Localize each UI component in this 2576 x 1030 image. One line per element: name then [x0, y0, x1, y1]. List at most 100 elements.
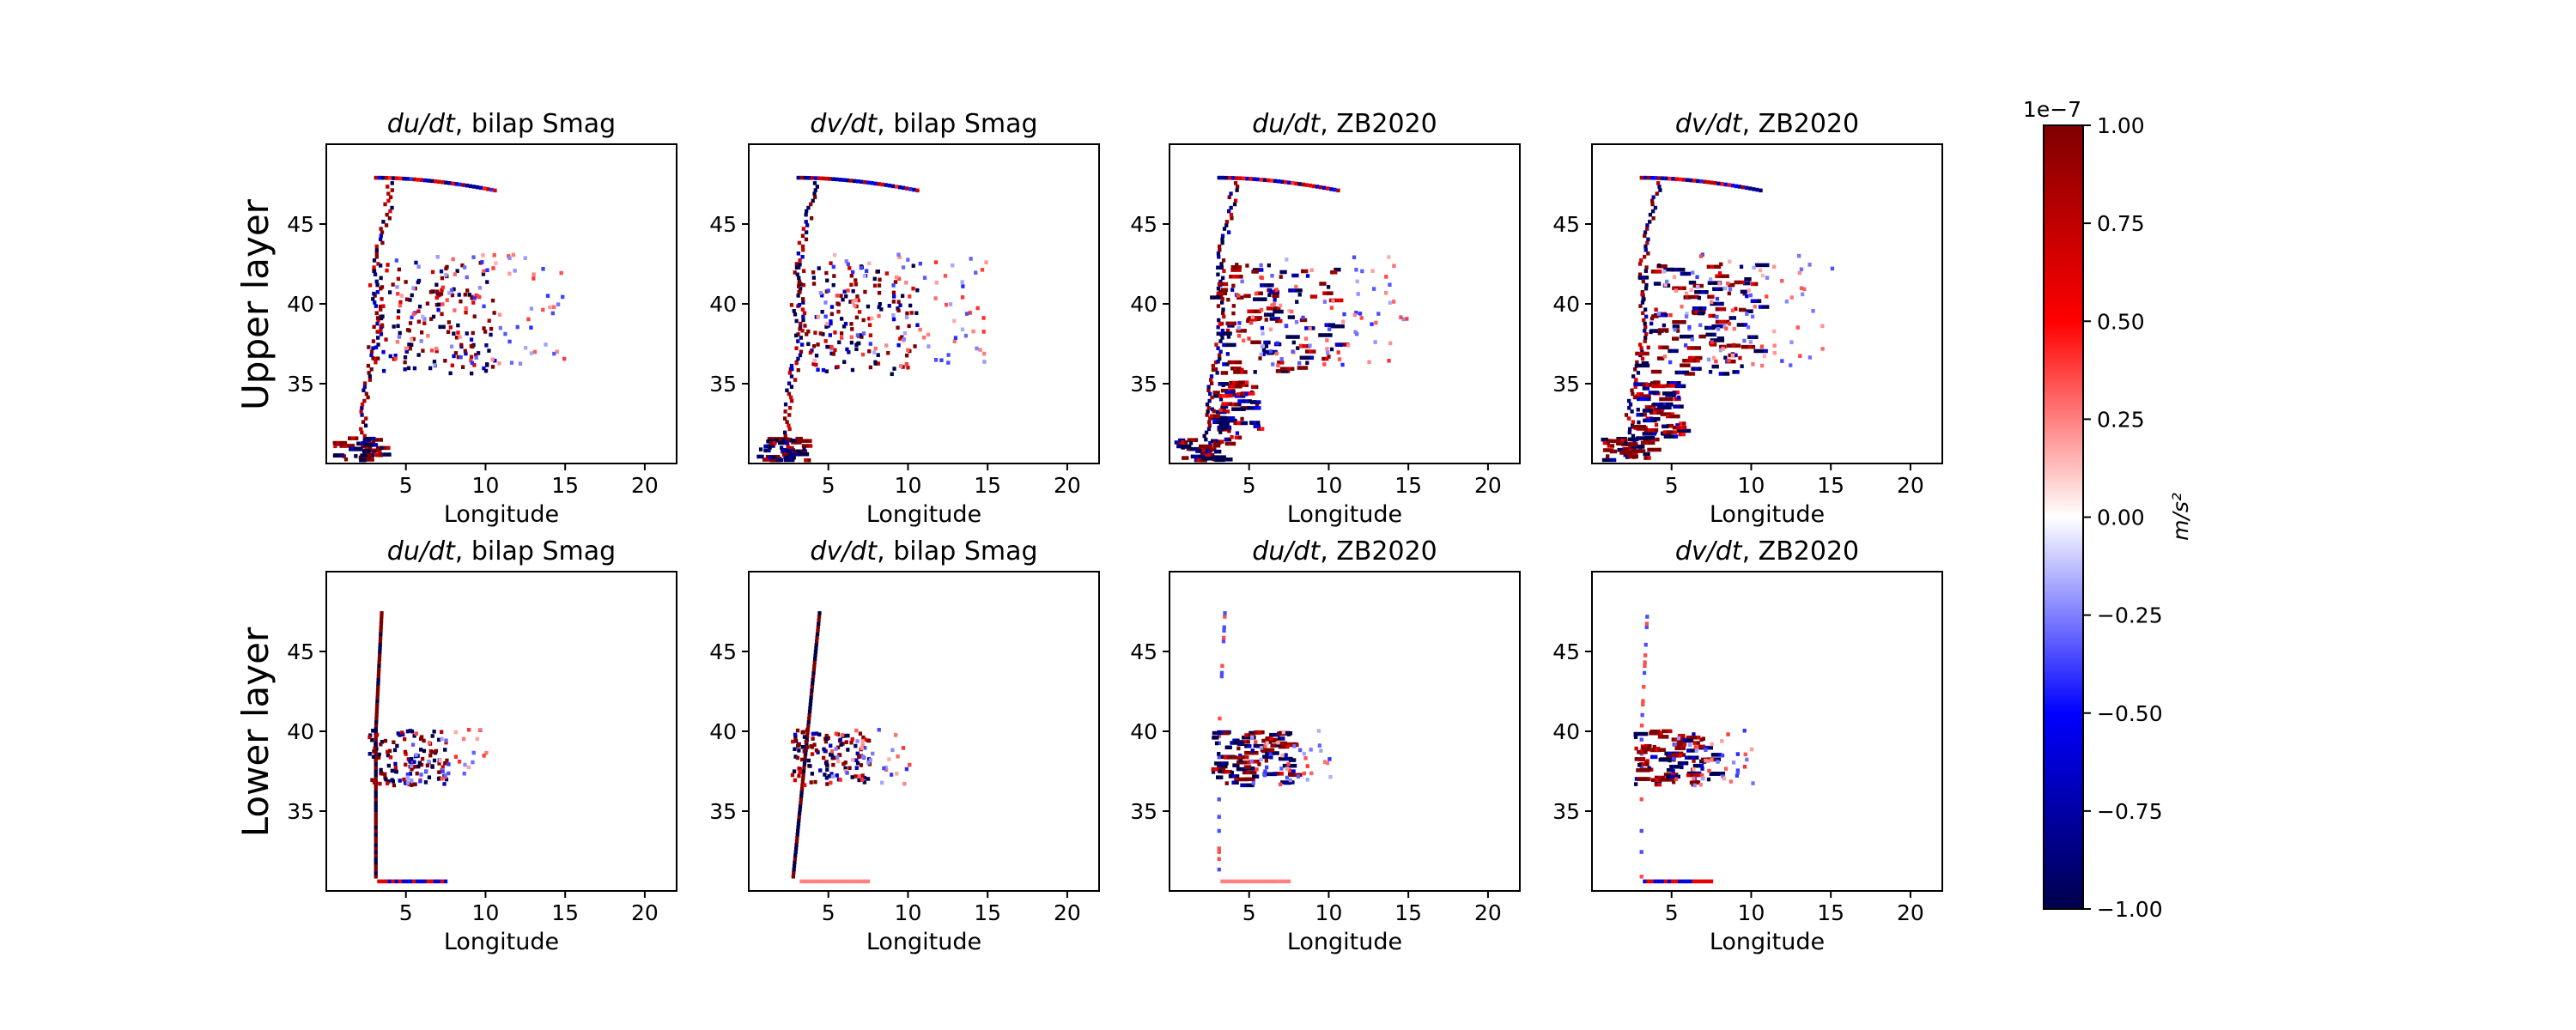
- heatmap-cell: [410, 779, 414, 783]
- heatmap-cell: [374, 776, 378, 780]
- heatmap-cell: [796, 367, 800, 373]
- heatmap-cell: [1673, 774, 1677, 779]
- heatmap-cell: [842, 289, 847, 294]
- heatmap-cell: [375, 330, 380, 334]
- heatmap-cell: [780, 457, 784, 463]
- heatmap-cell: [1284, 369, 1289, 373]
- heatmap-cell: [1222, 269, 1226, 273]
- heatmap-cell: [1322, 185, 1327, 191]
- heatmap-cell: [862, 780, 866, 785]
- heatmap-cell: [1674, 737, 1679, 742]
- heatmap-cell: [1235, 176, 1239, 180]
- heatmap-cell: [1662, 757, 1666, 762]
- heatmap-cell: [1263, 744, 1267, 748]
- heatmap-cell: [1252, 879, 1256, 884]
- heatmap-cell: [1276, 772, 1280, 776]
- heatmap-cell: [1227, 195, 1231, 200]
- heatmap-cell: [374, 846, 378, 851]
- heatmap-cell: [1206, 449, 1210, 453]
- heatmap-cell: [379, 237, 383, 242]
- heatmap-cell: [799, 349, 804, 354]
- heatmap-cell: [476, 185, 480, 190]
- heatmap-cell: [1299, 355, 1303, 360]
- heatmap-cell: [816, 367, 820, 373]
- heatmap-cell: [1230, 435, 1234, 439]
- heatmap-cell: [1631, 442, 1635, 446]
- heatmap-cell: [1219, 262, 1224, 266]
- heatmap-cell: [1745, 312, 1749, 317]
- heatmap-cell: [803, 754, 807, 760]
- heatmap-cell: [904, 361, 909, 367]
- heatmap-cell: [765, 455, 770, 459]
- heatmap-cell: [1759, 188, 1763, 193]
- heatmap-cell: [1261, 730, 1265, 735]
- heatmap-cell: [833, 348, 837, 353]
- heatmap-cell: [529, 325, 533, 330]
- heatmap-cell: [1718, 753, 1722, 757]
- heatmap-cell: [357, 446, 361, 451]
- heatmap-cell: [1709, 342, 1714, 347]
- x-tick-label: 10: [472, 473, 500, 498]
- heatmap-cell: [1225, 421, 1230, 427]
- heatmap-cell: [1217, 318, 1221, 323]
- heatmap-cell: [1308, 326, 1312, 331]
- heatmap-cell: [1257, 340, 1261, 345]
- heatmap-cell: [359, 427, 363, 432]
- heatmap-cell: [1640, 777, 1644, 781]
- heatmap-cell: [413, 286, 417, 291]
- heatmap-cell: [863, 746, 867, 750]
- heatmap-cell: [1230, 216, 1234, 221]
- heatmap-cell: [1696, 358, 1700, 363]
- heatmap-cell: [360, 453, 364, 457]
- heatmap-cell: [802, 447, 806, 451]
- heatmap-cell: [440, 276, 445, 281]
- heatmap-cell: [368, 378, 373, 382]
- heatmap-cell: [1700, 311, 1705, 316]
- heatmap-cell: [386, 749, 390, 754]
- heatmap-cell: [1640, 356, 1645, 361]
- heatmap-cell: [1272, 738, 1276, 743]
- heatmap-cell: [379, 453, 384, 457]
- heatmap-cell: [1690, 334, 1694, 339]
- heatmap-cell: [1329, 306, 1334, 310]
- heatmap-cell: [1723, 286, 1728, 291]
- heatmap-cell: [1755, 187, 1759, 192]
- heatmap-cell: [1746, 309, 1750, 313]
- heatmap-cell: [1654, 176, 1658, 180]
- heatmap-cell: [1711, 364, 1716, 369]
- heatmap-cell: [1206, 409, 1210, 414]
- heatmap-cell: [1635, 437, 1639, 442]
- heatmap-cell: [1240, 741, 1244, 745]
- heatmap-cell: [379, 628, 383, 633]
- heatmap-cell: [1628, 427, 1632, 432]
- heatmap-cell: [370, 778, 374, 783]
- heatmap-cell: [1637, 777, 1641, 781]
- heatmap-cell: [1668, 348, 1672, 354]
- heatmap-cell: [848, 179, 854, 183]
- heatmap-cell: [1224, 437, 1228, 442]
- heatmap-cell: [449, 344, 454, 349]
- heatmap-cell: [430, 764, 434, 768]
- heatmap-cell: [1234, 360, 1239, 365]
- heatmap-cell: [1224, 288, 1228, 293]
- heatmap-cell: [1255, 767, 1259, 772]
- heatmap-cell: [873, 181, 878, 186]
- heatmap-cell: [1669, 765, 1674, 769]
- heatmap-cell: [1245, 264, 1249, 268]
- heatmap-cell: [454, 336, 459, 340]
- heatmap-cell: [380, 618, 384, 622]
- heatmap-cell: [384, 223, 389, 227]
- heatmap-cell: [1734, 184, 1739, 189]
- heatmap-cell: [1270, 283, 1274, 288]
- heatmap-cell: [896, 276, 902, 282]
- heatmap-cell: [1678, 746, 1682, 751]
- heatmap-cell: [1262, 772, 1267, 778]
- heatmap-cell: [1218, 430, 1223, 434]
- heatmap-cell: [1248, 744, 1252, 748]
- heatmap-cell: [432, 758, 437, 763]
- heatmap-cell: [1647, 777, 1651, 781]
- heatmap-cell: [430, 749, 434, 754]
- heatmap-cell: [969, 257, 973, 261]
- heatmap-cell: [1830, 266, 1835, 271]
- heatmap-cell: [368, 752, 372, 756]
